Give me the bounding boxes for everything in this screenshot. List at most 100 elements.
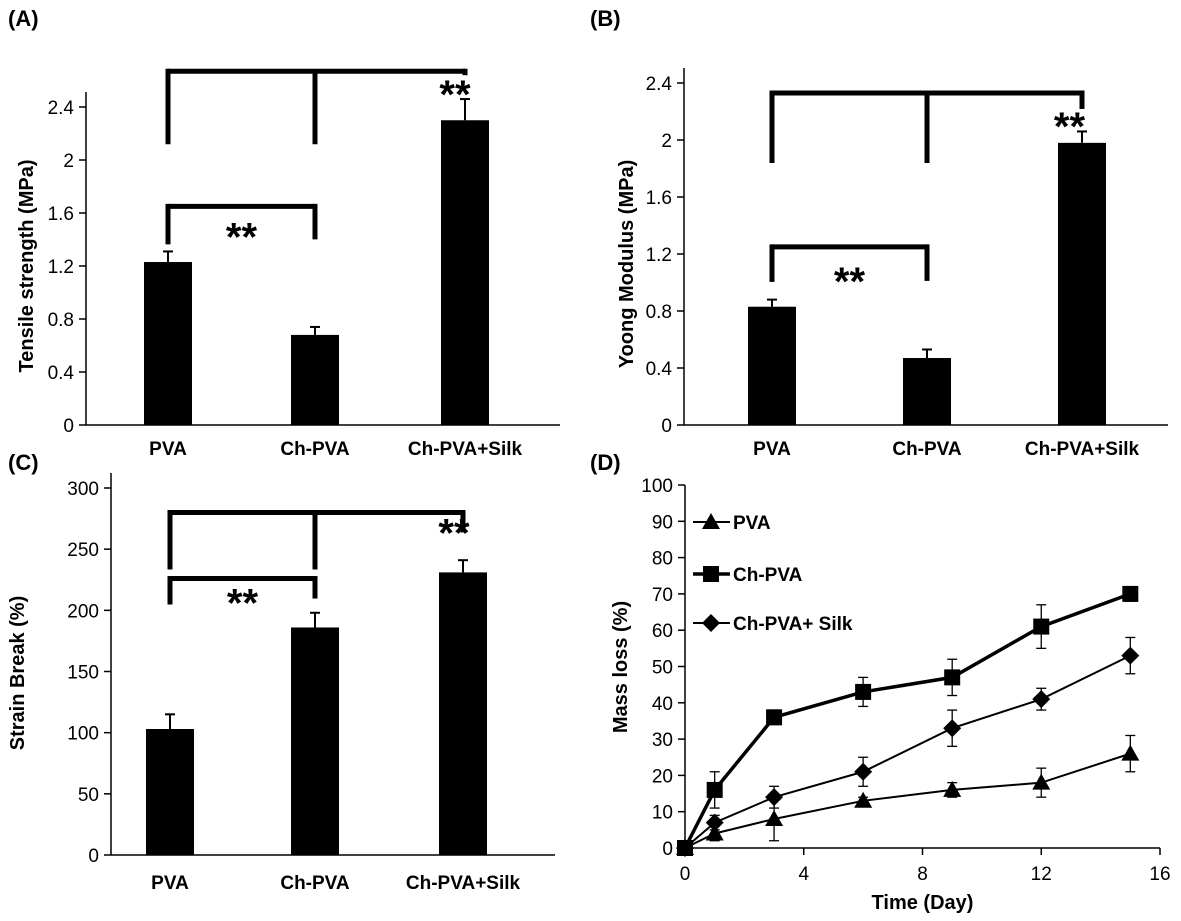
- bar-ch-pva: [291, 334, 339, 425]
- series-ch-pva: [677, 585, 1139, 856]
- significance-bracket: **: [165, 68, 471, 145]
- significance-stars: **: [227, 582, 259, 626]
- data-point: [854, 791, 873, 808]
- panel-label: (B): [590, 6, 621, 31]
- data-point: [944, 669, 961, 686]
- chart-panel-d: (D) 0 10 20 30 40 50 60 70 80 90 100 0 4 8 12 16 Mass los…: [590, 450, 1171, 914]
- y-tick-label: 2: [661, 131, 672, 152]
- bar-pva: [146, 728, 194, 855]
- category-label: PVA: [151, 873, 189, 894]
- significance-bracket: **: [769, 244, 930, 304]
- data-point: [1122, 585, 1139, 602]
- significance-stars: **: [438, 511, 470, 555]
- y-tick-label: 1.6: [48, 204, 74, 225]
- significance-bracket: **: [165, 203, 318, 259]
- bar-ch-pva-silk: [1058, 142, 1106, 425]
- data-point: [676, 839, 694, 857]
- y-tick-label: 0.8: [646, 302, 672, 323]
- y-tick-label: 200: [67, 601, 99, 622]
- y-tick-label: 0: [661, 416, 672, 437]
- y-tick-label: 2.4: [646, 74, 673, 95]
- y-tick-label: 0: [88, 846, 99, 867]
- y-tick-label: 250: [67, 540, 99, 561]
- legend: PVA Ch-PVA Ch-PVA+ Silk: [693, 513, 853, 635]
- category-label: Ch-PVA: [280, 873, 350, 894]
- data-point: [943, 780, 962, 797]
- y-tick-label: 80: [652, 549, 673, 570]
- y-tick-label: 90: [652, 512, 673, 533]
- data-point: [1032, 773, 1051, 790]
- y-tick-label: 0: [662, 839, 673, 860]
- y-tick-label: 2.4: [48, 98, 75, 119]
- y-tick-label: 60: [652, 621, 673, 642]
- chart-panel-b: (B) 0 0.4 0.8 1.2 1.6 2 2.4 Yoong Modulus (MPa) P…: [590, 6, 1168, 460]
- data-point: [1032, 690, 1051, 709]
- series-pva: [676, 734, 1140, 855]
- significance-bracket: **: [769, 90, 1086, 163]
- y-axis-title: Yoong Modulus (MPa): [616, 160, 638, 369]
- legend-marker: [703, 566, 719, 582]
- x-tick-label: 8: [917, 864, 928, 885]
- data-point: [705, 824, 724, 841]
- data-point: [765, 788, 784, 807]
- significance-stars: **: [226, 215, 258, 259]
- significance-stars: **: [834, 260, 866, 304]
- legend-label: PVA: [733, 513, 771, 534]
- data-point: [706, 781, 723, 798]
- category-label: Ch-PVA: [280, 439, 350, 460]
- significance-bracket: **: [167, 509, 470, 570]
- data-point: [1121, 744, 1140, 761]
- significance-stars: **: [439, 73, 471, 117]
- panel-label: (D): [590, 450, 621, 475]
- y-tick-label: 100: [641, 476, 673, 497]
- bar-ch-pva-silk: [441, 120, 489, 425]
- y-tick-label: 50: [652, 658, 673, 679]
- data-point: [766, 709, 783, 726]
- y-tick-label: 150: [67, 663, 99, 684]
- y-tick-label: 300: [67, 479, 99, 500]
- category-label: Ch-PVA: [892, 439, 962, 460]
- bar-ch-pva-silk: [439, 572, 487, 855]
- y-axis-title: Tensile strength (MPa): [16, 160, 38, 373]
- bar-ch-pva: [903, 358, 951, 425]
- data-point: [854, 762, 873, 781]
- series-line: [684, 752, 1131, 849]
- x-tick-label: 16: [1149, 864, 1170, 885]
- y-tick-label: 0.8: [48, 310, 74, 331]
- bar-pva: [144, 262, 192, 425]
- y-tick-label: 30: [652, 730, 673, 751]
- data-point: [943, 719, 962, 738]
- y-tick-label: 2: [63, 151, 74, 172]
- series-ch-pva-silk: [676, 636, 1140, 857]
- y-tick-label: 10: [652, 803, 673, 824]
- x-axis-title: Time (Day): [872, 892, 974, 914]
- y-tick-label: 50: [78, 785, 99, 806]
- legend-marker: [702, 513, 720, 529]
- y-axis-title: Strain Break (%): [7, 596, 29, 751]
- category-label: PVA: [753, 439, 791, 460]
- data-point: [765, 809, 784, 826]
- category-label: Ch-PVA+Silk: [408, 439, 523, 460]
- bar-ch-pva: [291, 627, 339, 855]
- y-tick-label: 40: [652, 694, 673, 715]
- category-label: Ch-PVA+Silk: [406, 873, 521, 894]
- data-point: [705, 813, 724, 832]
- bar-pva: [748, 306, 796, 425]
- y-tick-label: 1.6: [646, 188, 672, 209]
- y-tick-label: 0.4: [48, 363, 75, 384]
- y-tick-label: 70: [652, 585, 673, 606]
- y-axis-title: Mass loss (%): [610, 601, 632, 733]
- panel-label: (C): [8, 450, 39, 475]
- y-tick-label: 20: [652, 766, 673, 787]
- y-tick-label: 0: [63, 416, 74, 437]
- significance-stars: **: [1054, 105, 1086, 149]
- data-point: [855, 683, 872, 700]
- x-tick-label: 12: [1031, 864, 1052, 885]
- y-tick-label: 1.2: [48, 257, 74, 278]
- legend-marker: [702, 614, 720, 632]
- y-tick-label: 100: [67, 724, 99, 745]
- x-tick-label: 4: [798, 864, 809, 885]
- panel-label: (A): [8, 6, 39, 31]
- legend-label: Ch-PVA+ Silk: [733, 614, 853, 635]
